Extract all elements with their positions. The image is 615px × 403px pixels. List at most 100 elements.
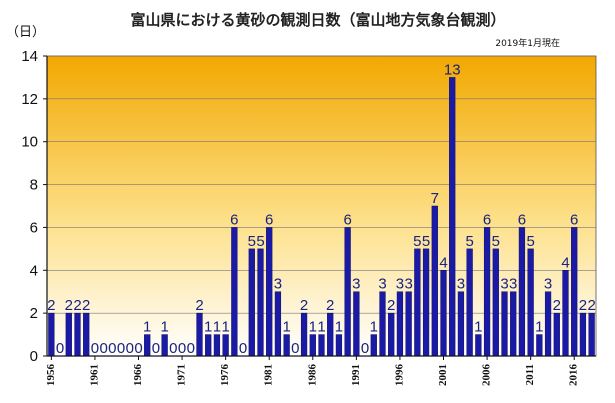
data-label: 0	[117, 340, 125, 357]
data-label: 1	[370, 319, 378, 336]
data-label: 2	[553, 297, 561, 314]
data-label: 3	[457, 276, 465, 293]
y-tick-label: 2	[30, 305, 38, 322]
bar	[283, 334, 290, 357]
bar	[300, 312, 308, 357]
data-label: 7	[431, 190, 439, 207]
bar	[483, 227, 491, 357]
x-tick-label: 1986	[306, 364, 318, 387]
data-label: 0	[291, 340, 299, 357]
bar	[274, 291, 282, 357]
bar	[544, 291, 552, 357]
x-tick-label: 1966	[132, 364, 144, 387]
bar	[335, 334, 343, 357]
bar	[74, 312, 81, 357]
y-tick-label: 12	[21, 91, 38, 108]
data-label: 0	[134, 340, 142, 357]
data-label: 0	[108, 340, 116, 357]
bar	[266, 227, 273, 357]
bar	[536, 334, 543, 357]
bar	[501, 291, 508, 357]
data-label: 0	[91, 340, 99, 357]
x-tick-label: 1971	[176, 364, 188, 386]
x-tick-label: 1956	[45, 364, 57, 387]
x-tick-label: 2001	[437, 364, 449, 386]
data-label: 3	[509, 276, 517, 293]
bar	[518, 227, 526, 357]
bar	[588, 312, 595, 357]
data-label: 5	[492, 233, 500, 250]
bar	[48, 312, 55, 357]
bar	[161, 334, 168, 357]
data-label: 6	[230, 211, 238, 228]
bar	[309, 334, 316, 357]
x-tick-label: 1961	[88, 364, 100, 386]
data-label: 3	[396, 276, 404, 293]
bar	[510, 291, 517, 357]
bar	[449, 77, 456, 357]
bar	[579, 312, 587, 357]
data-label: 6	[518, 211, 526, 228]
x-tick-label: 1981	[263, 364, 275, 386]
data-label: 0	[187, 340, 195, 357]
bar	[222, 334, 229, 357]
bar	[405, 291, 412, 357]
data-label: 1	[309, 319, 317, 336]
chart-title: 富山県における黄砂の観測日数（富山地方気象台観測）	[130, 11, 505, 29]
data-label: 0	[361, 340, 369, 357]
data-label: 6	[570, 211, 578, 228]
bar	[370, 334, 377, 357]
bar	[553, 312, 560, 357]
bar	[457, 291, 465, 357]
data-label: 2	[73, 297, 81, 314]
bar	[205, 334, 212, 357]
data-label: 6	[265, 211, 273, 228]
bar	[422, 248, 430, 357]
data-label: 1	[317, 319, 325, 336]
data-label: 5	[422, 233, 430, 250]
bar	[196, 312, 203, 357]
data-label: 1	[335, 319, 343, 336]
data-label: 1	[221, 319, 229, 336]
bars	[48, 77, 595, 357]
data-label: 3	[352, 276, 360, 293]
data-label: 3	[274, 276, 282, 293]
chart-note: 2019年1月現在	[495, 37, 560, 49]
y-axis-ticks: 0 2 4 6 8 10 12 14	[21, 48, 47, 365]
data-label: 4	[561, 254, 569, 271]
bar	[83, 312, 90, 357]
data-label: 0	[169, 340, 177, 357]
data-label: 1	[160, 319, 168, 336]
data-label: 1	[213, 319, 221, 336]
data-label: 0	[99, 340, 107, 357]
bar	[318, 334, 325, 357]
bar	[213, 334, 221, 357]
data-label: 3	[404, 276, 412, 293]
x-tick-label: 1976	[219, 364, 231, 387]
data-label: 3	[378, 276, 386, 293]
bar	[388, 312, 395, 357]
data-label: 0	[239, 340, 247, 357]
data-label: 6	[343, 211, 351, 228]
bar	[65, 312, 72, 357]
y-tick-label: 14	[21, 48, 38, 65]
bar	[248, 248, 255, 357]
data-label: 2	[326, 297, 334, 314]
data-label: 5	[256, 233, 264, 250]
data-label: 0	[126, 340, 134, 357]
y-tick-label: 10	[21, 134, 38, 151]
data-label: 2	[82, 297, 90, 314]
bar	[144, 334, 151, 357]
data-label: 1	[474, 319, 482, 336]
bar	[344, 227, 351, 357]
data-label: 1	[282, 319, 290, 336]
bar	[466, 248, 473, 357]
data-label: 1	[204, 319, 212, 336]
x-tick-label: 2006	[481, 364, 493, 387]
bar	[414, 248, 421, 357]
x-tick-label: 1996	[393, 364, 405, 387]
data-label: 5	[465, 233, 473, 250]
